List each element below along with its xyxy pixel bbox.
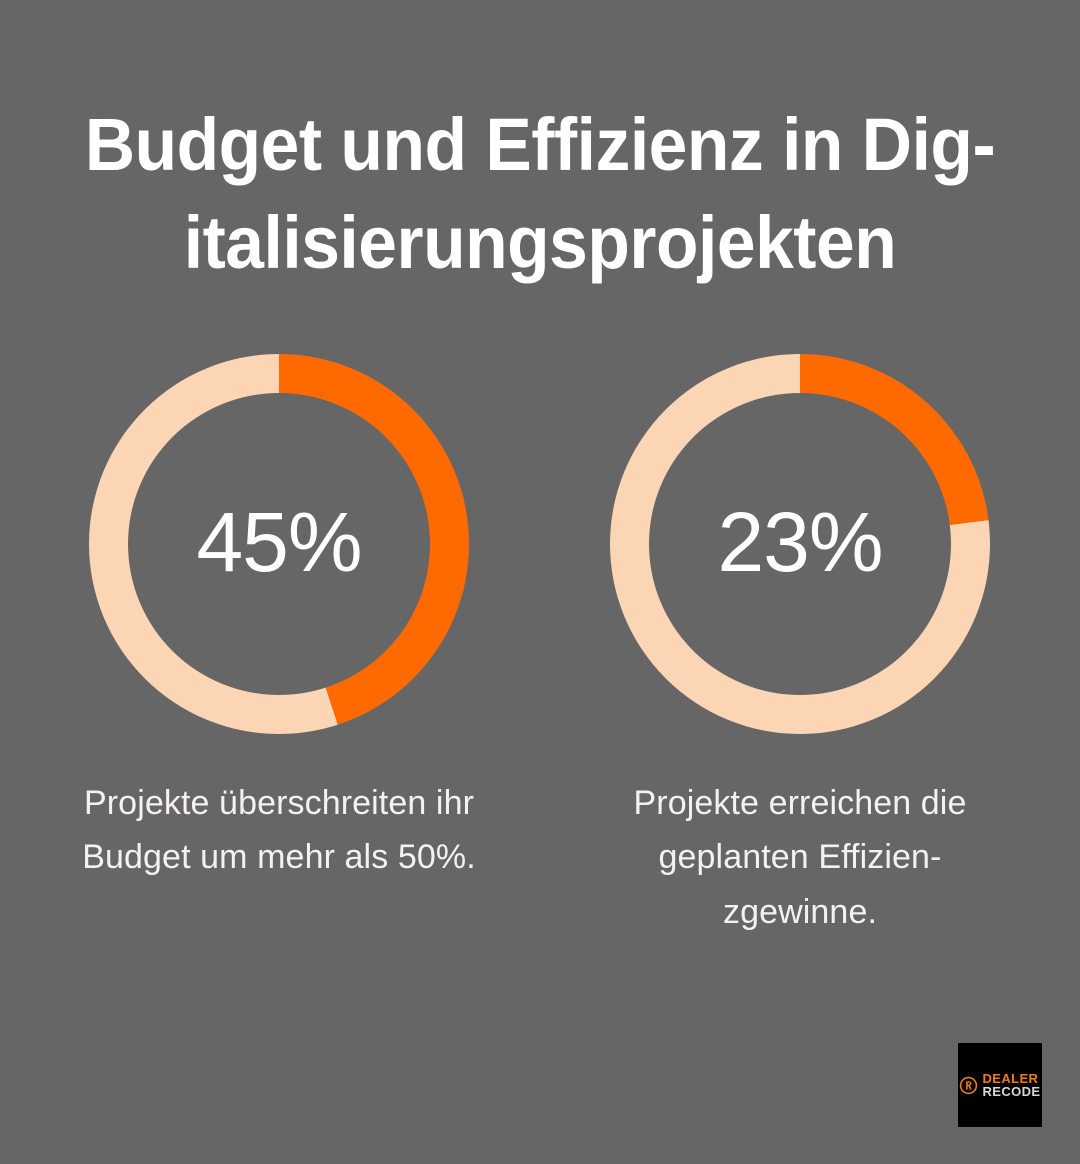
donut-ring-efficiency-gains bbox=[610, 354, 990, 734]
circled-r-icon bbox=[959, 1076, 978, 1095]
donut-value-budget-overrun: 45% bbox=[196, 495, 362, 589]
brand-logo-line-dealer: DEALER bbox=[982, 1070, 1039, 1086]
brand-logo-line-recode: RECODE bbox=[982, 1084, 1041, 1099]
brand-logo-wordmark: DEALER RECODE bbox=[982, 1070, 1041, 1099]
donut-chart-budget-overrun: 45% bbox=[89, 354, 469, 734]
brand-logo-inner: DEALER RECODE bbox=[959, 1070, 1041, 1099]
donut-value-efficiency-gains: 23% bbox=[717, 495, 883, 589]
page-title: Budget und Effizienz in Dig- italisierun… bbox=[84, 103, 996, 285]
chart-block-budget-overrun: 45% Projekte überschreiten ihr Budget um… bbox=[49, 354, 509, 885]
donut-chart-efficiency-gains: 23% bbox=[610, 354, 990, 734]
chart-caption-efficiency-gains: Projekte erreichen die geplanten Effizie… bbox=[633, 784, 967, 931]
donut-ring-budget-overrun bbox=[89, 354, 469, 734]
chart-block-efficiency-gains: 23% Projekte erreichen die geplanten Eff… bbox=[570, 354, 1030, 939]
chart-caption-budget-overrun: Projekte überschreiten ihr Budget um meh… bbox=[82, 784, 476, 877]
brand-logo: DEALER RECODE bbox=[958, 1043, 1042, 1127]
chart-row: 45% Projekte überschreiten ihr Budget um… bbox=[0, 354, 1080, 954]
